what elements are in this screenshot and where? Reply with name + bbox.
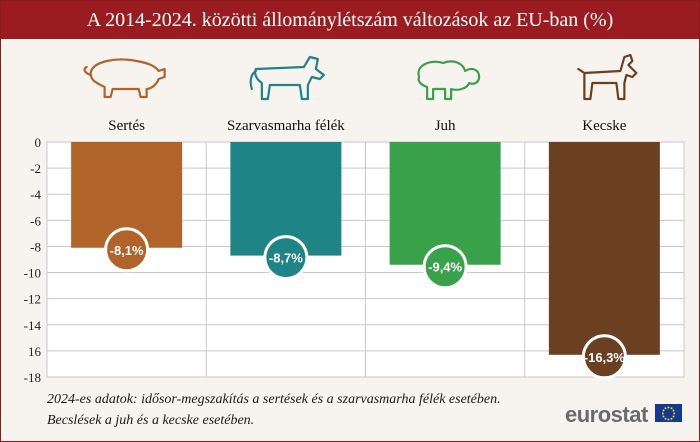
footnote: 2024-es adatok: idősor-megszakítás a ser… — [47, 389, 501, 431]
category-label: Sertés — [108, 118, 145, 134]
y-tick-label: -14 — [24, 318, 42, 333]
icon-layer — [83, 53, 638, 101]
title-bar: A 2014-2024. közötti állománylétszám vál… — [1, 1, 699, 39]
eu-flag-icon — [655, 404, 682, 422]
y-tick-label: -18 — [24, 370, 41, 385]
y-tick-label: -10 — [24, 266, 41, 281]
value-bubble — [422, 244, 468, 290]
category-label: Szarvasmarha félék — [227, 118, 345, 134]
footnote-line-1: 2024-es adatok: idősor-megszakítás a ser… — [47, 392, 501, 407]
plot-border — [46, 141, 685, 378]
y-tick-label: 16 — [28, 344, 42, 359]
goat-icon — [577, 53, 638, 101]
y-tick-label: 0 — [35, 135, 42, 150]
value-bubble — [104, 227, 150, 273]
cow-icon — [249, 55, 325, 101]
category-label: Kecske — [582, 118, 626, 134]
data-label: -8,1% — [110, 243, 144, 258]
y-tick-label: -8 — [30, 239, 41, 254]
data-label: -9,4% — [428, 260, 462, 275]
y-tick-label: -12 — [24, 292, 41, 307]
footnote-line-2: Becslések a juh és a kecske esetében. — [47, 413, 255, 428]
value-bubble — [263, 235, 309, 281]
chart-title: A 2014-2024. közötti állománylétszám vál… — [86, 9, 614, 31]
value-bubble — [581, 334, 627, 380]
y-tick-label: -6 — [30, 213, 41, 228]
bar-4 — [548, 142, 660, 355]
y-tick-label: -2 — [30, 161, 41, 176]
y-tick-label: -4 — [30, 187, 41, 202]
sheep-icon — [417, 60, 481, 101]
category-label: Juh — [435, 118, 456, 134]
label-layer: Sertés -8,1% Szarvasmarha félék -8,7% Juh -9,… — [104, 118, 627, 380]
data-label: -8,7% — [269, 251, 303, 266]
eurostat-logo: eurostat — [565, 402, 648, 427]
data-label: -16,3% — [584, 350, 626, 365]
pig-icon — [83, 58, 166, 99]
